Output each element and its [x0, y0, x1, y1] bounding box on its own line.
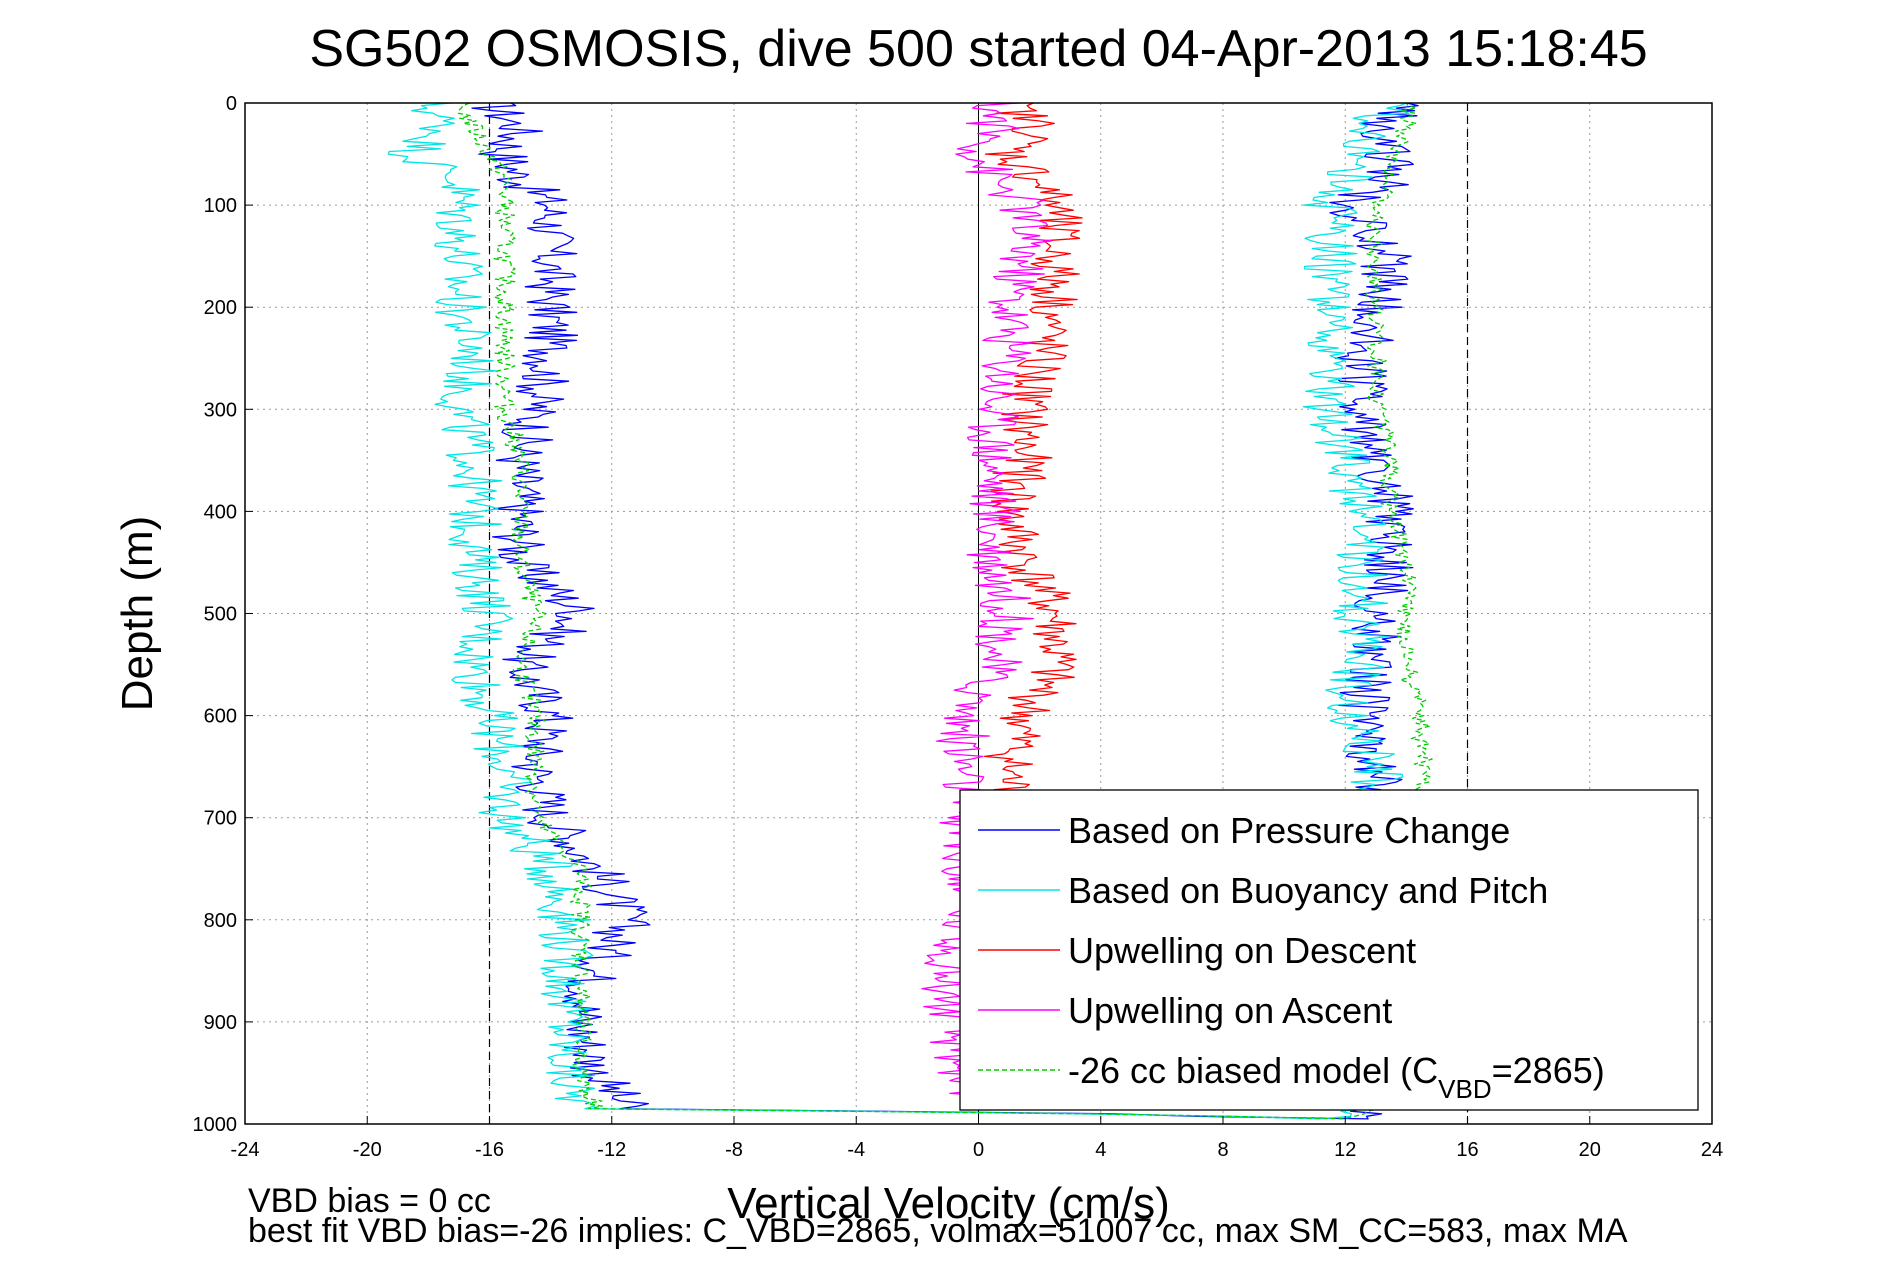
y-tick-label: 600: [204, 706, 237, 728]
series-line: [387, 102, 1418, 1120]
footer-line-2: best fit VBD bias=-26 implies: C_VBD=286…: [248, 1212, 1628, 1250]
series-line: [921, 102, 1053, 1110]
x-tick-label: -16: [475, 1139, 504, 1161]
data-series: [387, 102, 1433, 1120]
y-tick-label: 500: [204, 604, 237, 626]
y-tick-label: 400: [204, 501, 237, 523]
x-tick-labels: -24 -20 -16 -12 -8 -4 0 4 8 12 16 20 24: [231, 1116, 1723, 1161]
y-tick-label: 1000: [193, 1114, 238, 1136]
footer-line-1: VBD bias = 0 cc: [248, 1182, 491, 1220]
x-tick-label: 16: [1456, 1139, 1478, 1161]
legend-label: Based on Buoyancy and Pitch: [1068, 870, 1548, 911]
x-tick-label: -20: [353, 1139, 382, 1161]
y-tick-labels: 0 100 200 300 400 500 600 700 800 900 1000: [193, 93, 253, 1136]
legend-label-suffix: =2865): [1492, 1050, 1605, 1091]
x-tick-label: -8: [725, 1139, 743, 1161]
x-tick-label: 8: [1217, 1139, 1228, 1161]
x-tick-label: 12: [1334, 1139, 1356, 1161]
x-axis-label: Vertical Velocity (cm/s): [727, 1179, 1170, 1228]
series-line: [457, 102, 1433, 1120]
y-tick-label: 900: [204, 1012, 237, 1034]
y-tick-label: 300: [204, 399, 237, 421]
legend-label-subscript: VBD: [1438, 1074, 1491, 1104]
series-line: [471, 102, 1419, 1120]
chart-title: SG502 OSMOSIS, dive 500 started 04-Apr-2…: [309, 20, 1647, 78]
y-tick-label: 800: [204, 910, 237, 932]
x-tick-label: 20: [1579, 1139, 1601, 1161]
x-tick-label: -12: [597, 1139, 626, 1161]
y-tick-label: 200: [204, 297, 237, 319]
y-axis-label: Depth (m): [113, 516, 162, 712]
x-tick-label: -24: [231, 1139, 260, 1161]
legend-label: Upwelling on Descent: [1068, 930, 1416, 971]
x-tick-label: 24: [1701, 1139, 1723, 1161]
y-tick-label: 100: [204, 195, 237, 217]
x-tick-label: 0: [973, 1139, 984, 1161]
y-tick-label: 700: [204, 808, 237, 830]
series-line: [981, 102, 1083, 819]
x-tick-label: -4: [847, 1139, 865, 1161]
legend-label: Upwelling on Ascent: [1068, 990, 1392, 1031]
legend-label: Based on Pressure Change: [1068, 810, 1510, 851]
legend: Based on Pressure Change Based on Buoyanc…: [959, 789, 1699, 1111]
y-tick-label: 0: [226, 93, 237, 115]
legend-box: [959, 789, 1699, 1111]
x-tick-label: 4: [1095, 1139, 1106, 1161]
